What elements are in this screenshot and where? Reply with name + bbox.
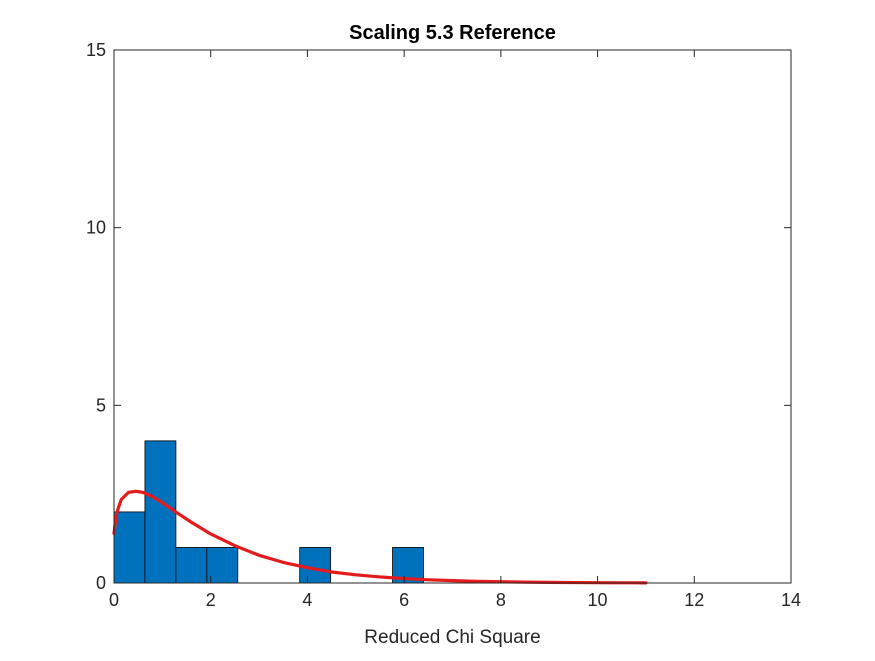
histogram-bar-1 [144, 440, 177, 584]
fit-curve-layer [112, 489, 648, 585]
x-tick-label-3: 6 [399, 590, 409, 610]
x-tick-label-5: 10 [588, 590, 608, 610]
axis-ticks: 0 2 4 6 8 10 12 14 0 5 10 15 [86, 40, 801, 610]
x-tick-label-1: 2 [206, 590, 216, 610]
x-tick-label-2: 4 [302, 590, 312, 610]
x-tick-label-6: 12 [684, 590, 704, 610]
histogram-bar-2 [175, 547, 208, 584]
y-tick-label-1: 5 [96, 395, 106, 415]
plot-background [114, 50, 791, 583]
chart-title: Scaling 5.3 Reference [349, 22, 556, 44]
x-tick-label-0: 0 [109, 590, 119, 610]
plot-frame [113, 49, 792, 584]
histogram-bar-0 [113, 511, 146, 584]
x-tick-label-4: 8 [496, 590, 506, 610]
x-axis-label: Reduced Chi Square [364, 627, 540, 648]
fit-curve-line [112, 489, 648, 585]
histogram-bars [113, 440, 424, 584]
x-tick-label-7: 14 [781, 590, 801, 610]
y-tick-label-3: 15 [86, 40, 106, 60]
y-tick-label-2: 10 [86, 218, 106, 238]
histogram-bar-4 [299, 547, 332, 584]
y-tick-label-0: 0 [96, 573, 106, 593]
histogram-bar-3 [206, 547, 239, 584]
